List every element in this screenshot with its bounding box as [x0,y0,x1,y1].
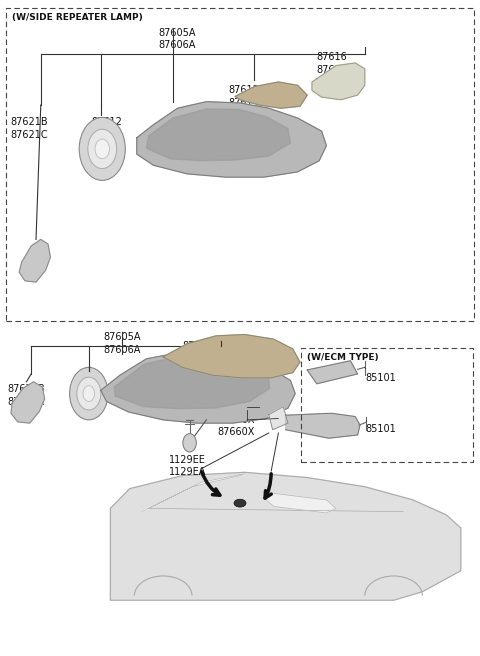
Circle shape [70,367,108,420]
Circle shape [83,386,95,401]
Text: 87616
87626: 87616 87626 [182,341,213,364]
Polygon shape [137,102,326,177]
Polygon shape [269,407,288,430]
Text: (W/ECM TYPE): (W/ECM TYPE) [307,353,379,362]
Polygon shape [114,356,270,409]
Text: 87613L
87614L: 87613L 87614L [228,85,264,108]
Text: 87605A
87606A: 87605A 87606A [103,332,141,355]
Polygon shape [101,353,295,423]
Circle shape [183,434,196,452]
Polygon shape [19,239,50,282]
Circle shape [79,117,125,180]
Text: 87650X
87660X: 87650X 87660X [217,415,255,438]
Text: 87616
87626: 87616 87626 [317,52,348,75]
Polygon shape [312,63,365,100]
Ellipse shape [234,499,246,507]
Circle shape [95,139,109,159]
Text: 87612
87622: 87612 87622 [91,117,122,140]
Text: (W/SIDE REPEATER LAMP): (W/SIDE REPEATER LAMP) [12,13,143,22]
Bar [6,8,474,321]
Bar [301,348,473,462]
Text: 87621B
87621C: 87621B 87621C [8,384,45,407]
Text: 87612
87622: 87612 87622 [74,384,106,407]
Polygon shape [146,109,290,161]
Polygon shape [235,82,307,108]
Text: 1129EE
1129EA: 1129EE 1129EA [169,455,206,478]
Polygon shape [286,413,360,438]
Text: 85101: 85101 [366,424,396,434]
Circle shape [77,377,101,410]
Text: 85101: 85101 [366,373,396,382]
Polygon shape [11,382,45,423]
Polygon shape [307,361,358,384]
Text: 87605A
87606A: 87605A 87606A [158,28,196,51]
Polygon shape [110,472,461,600]
Polygon shape [266,493,336,513]
Text: 87621B
87621C: 87621B 87621C [11,117,48,140]
Polygon shape [163,335,300,378]
Circle shape [88,129,117,169]
Polygon shape [142,474,245,512]
